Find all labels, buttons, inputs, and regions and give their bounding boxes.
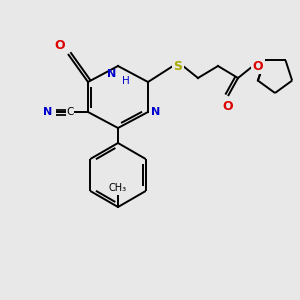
Text: N: N [43,107,52,117]
Text: S: S [173,59,182,73]
Text: O: O [253,59,263,73]
Text: C: C [66,107,74,117]
Text: CH₃: CH₃ [109,183,127,193]
Text: O: O [54,39,65,52]
Text: N: N [107,69,116,79]
Text: H: H [122,76,130,86]
Text: O: O [223,100,233,113]
Text: N: N [151,107,160,117]
